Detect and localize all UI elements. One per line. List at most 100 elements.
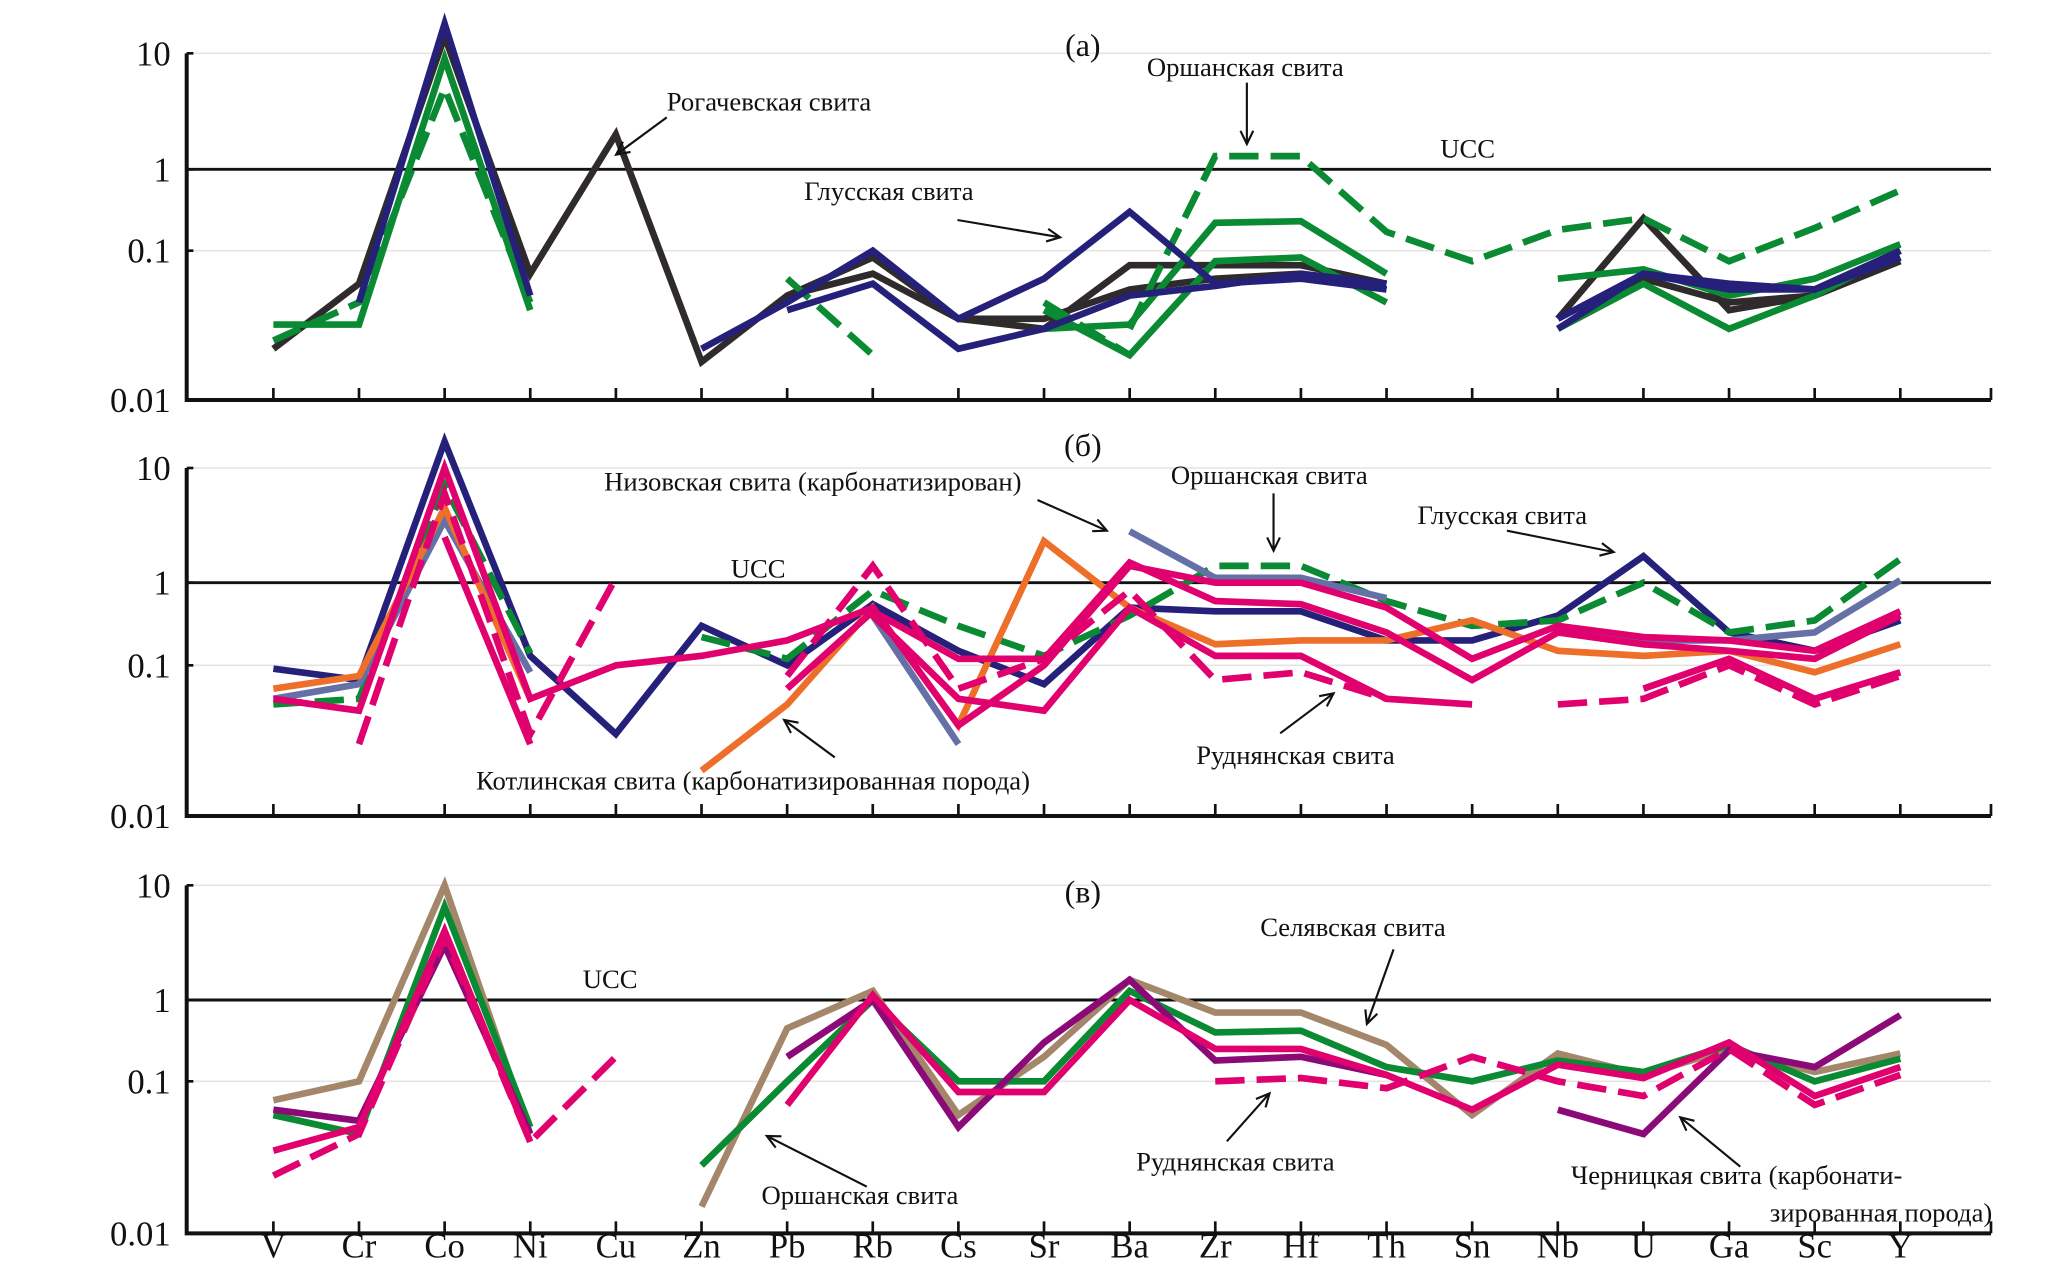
annotation-label: зированная порода) xyxy=(1770,1197,1993,1227)
annotation-arrow xyxy=(1037,499,1108,532)
x-tick-label: Y xyxy=(1888,1227,1913,1264)
series-line xyxy=(272,897,534,1138)
annotation-arrow xyxy=(1506,529,1614,554)
annotation-arrow xyxy=(615,116,668,156)
annotation-label: Оршанская свита xyxy=(1171,460,1368,490)
x-tick-label: Cr xyxy=(342,1227,377,1264)
arrowhead-icon xyxy=(764,1134,782,1149)
arrowhead-icon xyxy=(1599,542,1616,557)
x-tick-label: Ni xyxy=(513,1227,548,1264)
x-tick-label: Co xyxy=(424,1227,464,1264)
ucc-label: UCC xyxy=(731,553,786,583)
x-tick-label: Th xyxy=(1367,1227,1406,1264)
y-tick-label: 0.01 xyxy=(110,798,171,836)
series-line xyxy=(271,929,619,1179)
x-tick-label: Hf xyxy=(1283,1227,1320,1264)
y-tick-label: 0.1 xyxy=(127,647,170,685)
series-line xyxy=(784,558,1902,692)
x-tick-label: Nb xyxy=(1537,1227,1579,1264)
annotation-label: Руднянская свита xyxy=(1136,1147,1335,1177)
arrowhead-icon xyxy=(614,141,631,157)
x-tick-label: Sc xyxy=(1797,1227,1832,1264)
panel-label: (а) xyxy=(1065,27,1101,63)
x-tick-label: Cu xyxy=(596,1227,636,1264)
annotation-arrow xyxy=(1226,1092,1271,1143)
x-tick-label: V xyxy=(261,1227,286,1264)
series-line xyxy=(786,270,1387,353)
x-tick-label: Ba xyxy=(1110,1227,1149,1264)
panel-1: 0.01 0.1 1 10 (а) Рогачевская свита Оршанская … xyxy=(110,12,1993,420)
series-line xyxy=(1557,661,1902,708)
x-tick-label: Ga xyxy=(1709,1227,1749,1264)
series-line xyxy=(784,560,1388,702)
arrowhead-icon xyxy=(1045,227,1063,243)
annotation-label: Селявская свита xyxy=(1260,912,1446,942)
annotation-label: Оршанская свита xyxy=(1147,52,1344,82)
series-line xyxy=(1557,241,1902,300)
x-tick-label: Rb xyxy=(853,1227,893,1264)
x-tick-label: Sr xyxy=(1029,1227,1060,1264)
series-line xyxy=(870,613,962,746)
arrowhead-icon xyxy=(1266,536,1281,554)
arrowhead-icon xyxy=(1364,1009,1379,1027)
series-line xyxy=(784,989,1902,1114)
series-line xyxy=(355,483,619,746)
panels-group: 0.01 0.1 1 10 (а) Рогачевская свита Оршанская … xyxy=(110,12,1993,1253)
x-tick-label: Sn xyxy=(1454,1227,1491,1264)
ucc-label: UCC xyxy=(583,964,638,994)
annotation-label: Глусская свита xyxy=(804,176,974,206)
y-tick-label: 1 xyxy=(153,151,170,189)
ucc-label: UCC xyxy=(1440,133,1495,163)
y-tick-label: 0.1 xyxy=(127,233,170,271)
annotation-label: Низовская свита (карбонатизирован) xyxy=(604,467,1021,497)
annotation-arrow xyxy=(783,719,836,759)
arrowhead-icon xyxy=(1318,691,1336,707)
annotation-label: Глусская свита xyxy=(1418,500,1588,530)
annotation-label: Оршанская свита xyxy=(761,1180,958,1210)
series-line xyxy=(1128,528,1388,602)
series-line xyxy=(1126,152,1902,331)
annotation-label: Рогачевская свита xyxy=(667,87,872,117)
series-line xyxy=(1042,254,1389,360)
x-tick-label: Pb xyxy=(769,1227,806,1264)
series-line xyxy=(1556,247,1902,322)
x-tick-label: Zr xyxy=(1199,1227,1232,1264)
panel-2: 0.01 0.1 1 10 (б) Низовская свита (карбонатиз… xyxy=(110,427,1993,836)
series-line xyxy=(355,12,534,304)
x-tick-label: Cs xyxy=(940,1227,977,1264)
series-line xyxy=(441,535,534,746)
annotation-arrow xyxy=(1679,1116,1741,1168)
series-line xyxy=(1215,1045,1902,1109)
annotation-arrow xyxy=(766,1135,868,1188)
annotation-label: Руднянская свита xyxy=(1196,740,1395,770)
y-tick-label: 1 xyxy=(153,565,170,603)
arrowhead-icon xyxy=(1239,130,1255,147)
series-line xyxy=(1043,217,1389,333)
y-tick-label: 0.1 xyxy=(127,1063,170,1101)
y-tick-label: 0.01 xyxy=(110,382,171,420)
panel-3: 0.01 0.1 1 10 (в) Селявская свита UCC Оршанская… xyxy=(110,867,1993,1253)
y-tick-label: 10 xyxy=(136,867,171,905)
annotation-arrow xyxy=(1365,948,1395,1025)
panel-label: (б) xyxy=(1064,427,1102,463)
x-tick-label: U xyxy=(1631,1227,1656,1264)
series-line xyxy=(273,48,534,328)
series-line xyxy=(272,79,534,344)
y-tick-label: 10 xyxy=(136,35,171,73)
series-line xyxy=(272,432,1902,739)
arrowhead-icon xyxy=(782,718,799,734)
arrowhead-icon xyxy=(1092,518,1110,533)
arrowhead-icon xyxy=(1678,1115,1695,1132)
annotation-arrow xyxy=(1279,692,1335,735)
x-tick-label: Zn xyxy=(682,1227,721,1264)
annotation-label: Котлинская свита (карбонатизированная по… xyxy=(476,765,1030,795)
panel-label: (в) xyxy=(1065,874,1101,910)
y-tick-label: 0.01 xyxy=(110,1215,171,1253)
y-tick-label: 10 xyxy=(136,450,171,488)
series-line xyxy=(272,876,534,1136)
x-axis-labels: V Cr Co Ni Cu Zn Pb Rb Cs Sr Ba Zr Hf Th Sn Nb U Ga Sc Y xyxy=(261,1227,1913,1264)
series-line xyxy=(785,975,1388,1133)
series-line xyxy=(1642,655,1902,703)
y-tick-label: 1 xyxy=(153,982,170,1020)
